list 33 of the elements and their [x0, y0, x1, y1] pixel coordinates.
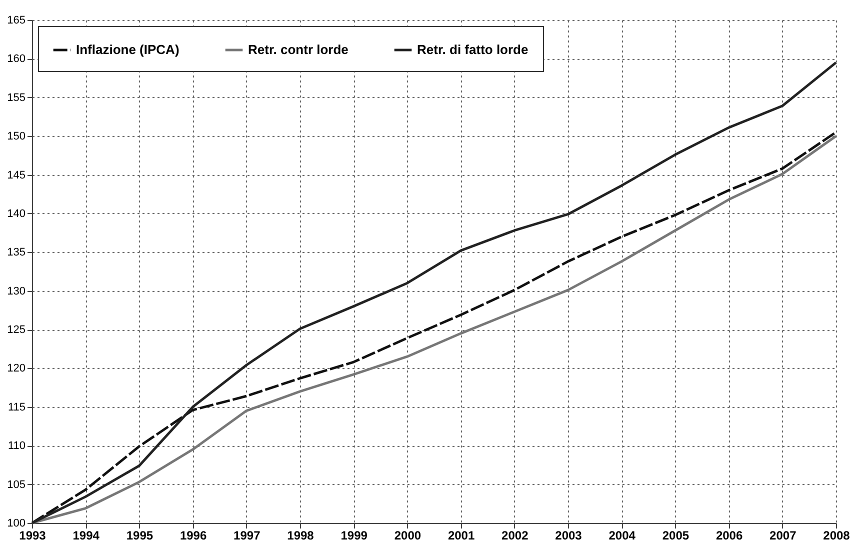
x-tick-label: 1996: [180, 528, 207, 542]
x-tick-label: 2007: [770, 528, 797, 542]
y-tick-label: 110: [8, 440, 26, 452]
y-tick-label: 150: [7, 130, 26, 143]
x-tick-label: 1995: [126, 528, 154, 542]
y-tick-label: 115: [8, 401, 26, 414]
x-tick-label: 1997: [234, 528, 261, 542]
y-tick-label: 120: [7, 362, 26, 375]
x-tick-label: 2002: [502, 528, 529, 542]
legend-label: Retr. contr lorde: [248, 42, 348, 57]
x-tick-label: 2008: [823, 528, 850, 542]
x-tick-label: 2003: [555, 528, 582, 542]
x-tick-label: 2006: [716, 528, 743, 542]
x-tick-label: 2004: [608, 528, 636, 542]
y-tick-label: 125: [7, 324, 26, 336]
x-tick-label: 1999: [340, 528, 368, 542]
x-tick-label: 1998: [287, 528, 314, 542]
legend-label: Inflazione (IPCA): [76, 42, 180, 57]
y-tick-label: 145: [7, 169, 26, 182]
x-tick-label: 1993: [19, 528, 46, 542]
x-tick-label: 1994: [72, 528, 100, 542]
y-tick-label: 165: [7, 14, 26, 26]
y-tick-label: 155: [7, 92, 26, 104]
x-tick-label: 2001: [448, 528, 475, 542]
y-tick-label: 160: [7, 53, 26, 66]
x-tick-label: 2000: [394, 528, 422, 542]
x-tick-label: 2005: [662, 528, 690, 542]
y-tick-label: 130: [7, 285, 26, 298]
legend-label: Retr. di fatto lorde: [417, 42, 528, 57]
y-tick-label: 105: [7, 478, 26, 491]
y-tick-label: 140: [7, 208, 26, 220]
y-tick-label: 135: [7, 246, 26, 259]
y-tick-label: 100: [7, 518, 26, 530]
